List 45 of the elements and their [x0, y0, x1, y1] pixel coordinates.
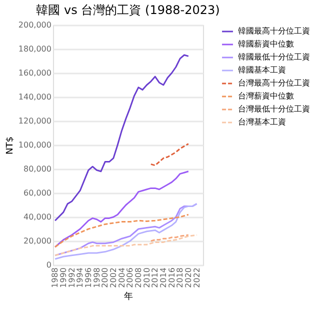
x-tick-label: 1998	[92, 268, 102, 288]
x-tick-label: 2022	[192, 268, 202, 288]
x-tick-label: 1990	[58, 268, 68, 288]
x-tick-label: 1988	[50, 268, 60, 288]
line-series	[150, 143, 190, 166]
y-tick-label: 80,000	[24, 164, 52, 174]
x-tick-label: 2008	[134, 268, 143, 288]
chart-title: 韓國 vs 台灣的工資 (1988-2023)	[36, 3, 220, 17]
y-tick-label: 160,000	[18, 68, 52, 78]
legend-label: 韓國最低十分位工資	[238, 52, 310, 62]
y-tick-label: 40,000	[24, 212, 52, 222]
legend-label: 台灣基本工資	[238, 118, 286, 126]
line-series	[54, 170, 190, 248]
x-tick-label: 2010	[142, 268, 152, 288]
x-tick-label: 1996	[84, 268, 93, 288]
x-tick-label: 1994	[76, 268, 85, 288]
y-tick-label: 0	[46, 260, 52, 270]
x-tick-label: 2018	[176, 268, 185, 288]
x-tick-label: 2020	[184, 268, 193, 288]
line-series	[54, 54, 190, 222]
x-tick-label: 2004	[117, 268, 126, 288]
x-axis-title: 年	[124, 290, 133, 302]
line-series	[54, 234, 198, 256]
x-tick-label: 2014	[158, 268, 168, 288]
y-tick-label: 140,000	[18, 92, 52, 102]
legend-label: 台灣最低十分位工資	[238, 104, 310, 114]
y-tick-label: 120,000	[18, 116, 52, 126]
x-tick-label: 2016	[167, 268, 176, 288]
legend-label: 韓國基本工資	[238, 66, 286, 74]
legend-label: 台灣最高十分位工資	[238, 78, 310, 88]
x-tick-label: 2000	[100, 268, 110, 288]
x-tick-label: 2002	[108, 268, 118, 288]
x-tick-label: 2006	[126, 268, 135, 288]
y-tick-label: 60,000	[24, 188, 52, 198]
line-series	[54, 214, 190, 248]
y-axis-title: NT$	[5, 136, 16, 154]
y-tick-label: 100,000	[18, 140, 52, 150]
x-tick-label: 1992	[67, 268, 76, 288]
legend-label: 韓國薪資中位數	[238, 40, 294, 48]
x-tick-label: 2012	[150, 268, 160, 288]
y-tick-label: 180,000	[18, 44, 52, 54]
y-tick-label: 20,000	[24, 236, 52, 246]
y-tick-label: 200,000	[18, 20, 52, 30]
legend-label: 台灣薪資中位數	[238, 92, 294, 100]
legend-label: 韓國最高十分位工資	[238, 26, 310, 36]
